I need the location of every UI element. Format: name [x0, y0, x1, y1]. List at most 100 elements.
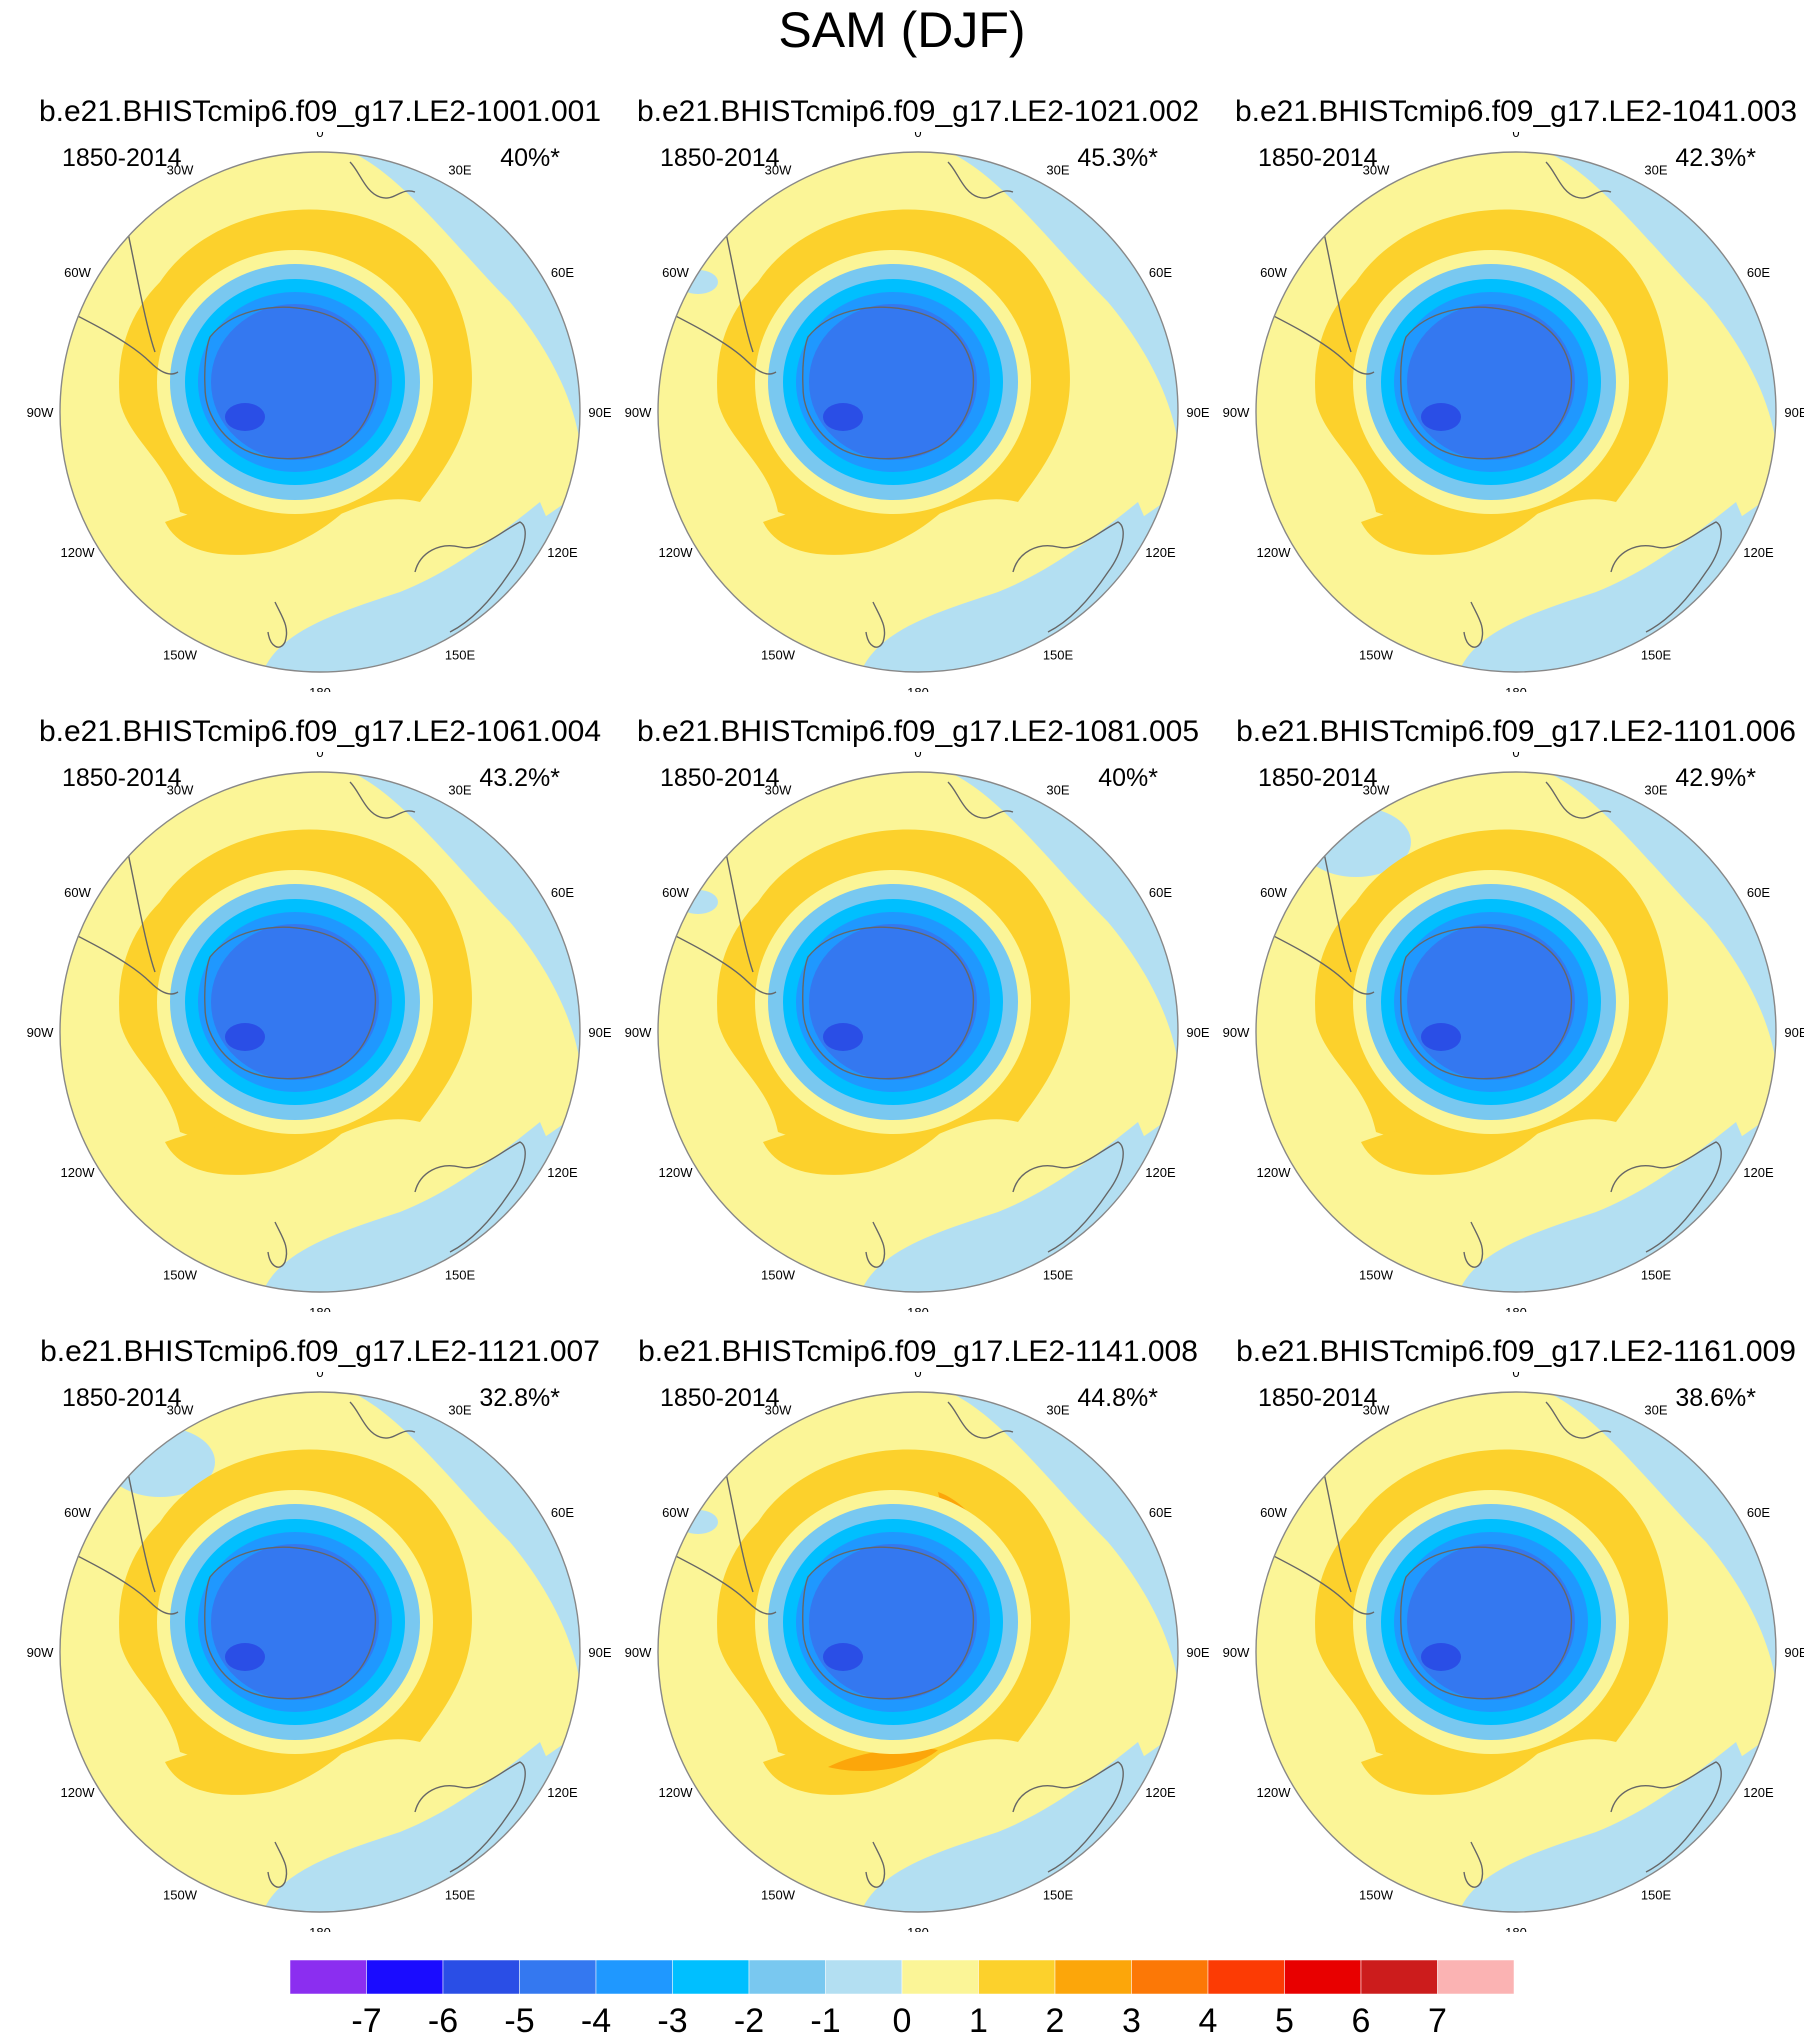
colorbar-label: 7 [1428, 2002, 1447, 2040]
panel-title: b.e21.BHISTcmip6.f09_g17.LE2-1121.007 [40, 1335, 600, 1368]
map-panel: b.e21.BHISTcmip6.f09_g17.LE2-1141.008 18… [618, 1332, 1218, 1932]
lon-tick-label: 180 [1505, 1305, 1527, 1312]
lon-tick-label: 150E [445, 1267, 476, 1282]
panel-variance-explained: 40%* [1098, 764, 1158, 792]
contour-fill [658, 152, 1178, 672]
contour-fill [1256, 1392, 1776, 1912]
lon-tick-label: 90E [1784, 1645, 1804, 1660]
panel-period: 1850-2014 [62, 144, 182, 172]
lon-tick-label: 120E [1145, 545, 1176, 560]
lon-tick-label: 30W [765, 1403, 792, 1418]
colorbar-label: -5 [504, 2002, 534, 2040]
lon-tick-label: 120W [1257, 545, 1292, 560]
colorbar-label: 5 [1275, 2002, 1294, 2040]
colorbar-label: -6 [428, 2002, 458, 2040]
lon-tick-label: 30E [1046, 1403, 1069, 1418]
lon-tick-label: 150E [1641, 1267, 1672, 1282]
polar-stereo-map: 0 30E 60E 90E 120E 150E 180 150W 120W 90W 60W 30W [625, 752, 1210, 1312]
lon-tick-label: 180 [309, 685, 331, 692]
panel-period: 1850-2014 [1258, 144, 1378, 172]
lon-tick-label: 90E [1784, 405, 1804, 420]
colorbar-label: -1 [810, 2002, 840, 2040]
colorbar-label: 4 [1199, 2002, 1218, 2040]
lon-tick-label: 0 [1512, 132, 1519, 140]
colorbar-swatch [672, 1959, 750, 1995]
lon-tick-label: 150E [1641, 1887, 1672, 1902]
colorbar-swatch [595, 1959, 673, 1995]
polar-stereo-map: 0 30E 60E 90E 120E 150E 180 150W 120W 90W 60W 30W [1223, 1372, 1804, 1932]
lon-tick-label: 90E [1186, 405, 1209, 420]
map-boundary [1255, 1391, 1777, 1913]
lon-tick-label: 120W [1257, 1165, 1292, 1180]
lon-tick-label: 120E [547, 545, 578, 560]
map-boundary [1255, 771, 1777, 1293]
colorbar-swatch [825, 1959, 903, 1995]
colorbar-swatch [442, 1959, 520, 1995]
lon-tick-label: 150E [445, 1887, 476, 1902]
colorbar: -7 -6 -5 -4 -3 -2 -1 0 1 2 3 4 5 6 7 [289, 1959, 1515, 2040]
lon-tick-label: 90W [625, 1645, 652, 1660]
lon-tick-label: 60E [551, 1505, 574, 1520]
lon-tick-label: 120W [659, 1785, 694, 1800]
lon-tick-label: 0 [1512, 1372, 1519, 1380]
panel-title: b.e21.BHISTcmip6.f09_g17.LE2-1041.003 [1234, 95, 1798, 128]
lon-tick-label: 30E [1644, 1403, 1667, 1418]
colorbar-swatch [1054, 1959, 1132, 1995]
lon-tick-label: 90W [27, 405, 54, 420]
lon-tick-label: 150W [163, 1887, 198, 1902]
lon-tick-label: 180 [309, 1305, 331, 1312]
panel-variance-explained: 32.8%* [479, 1384, 560, 1412]
panel-variance-explained: 43.2%* [479, 764, 560, 792]
map-boundary [59, 1391, 581, 1913]
lon-tick-label: 150W [163, 647, 198, 662]
lon-tick-label: 120E [1145, 1165, 1176, 1180]
lon-tick-label: 0 [316, 1372, 323, 1380]
lon-tick-label: 60W [1260, 885, 1287, 900]
lon-tick-label: 60E [551, 885, 574, 900]
lon-tick-label: 120E [1743, 1785, 1774, 1800]
colorbar-swatch [519, 1959, 597, 1995]
lon-tick-label: 180 [907, 1925, 929, 1932]
colorbar-swatch [901, 1959, 979, 1995]
lon-tick-label: 150W [1359, 1267, 1394, 1282]
lon-tick-label: 120E [547, 1165, 578, 1180]
lon-tick-label: 120E [1145, 1785, 1176, 1800]
lon-tick-label: 30W [167, 783, 194, 798]
lon-tick-label: 120W [61, 1785, 96, 1800]
panel-title: b.e21.BHISTcmip6.f09_g17.LE2-1021.002 [636, 95, 1200, 128]
colorbar-label: 2 [1046, 2002, 1065, 2040]
panel-period: 1850-2014 [1258, 1384, 1378, 1412]
lon-tick-label: 150W [761, 1887, 796, 1902]
colorbar-label: 1 [969, 2002, 988, 2040]
map-panel: b.e21.BHISTcmip6.f09_g17.LE2-1061.004 18… [20, 712, 620, 1312]
lon-tick-label: 90E [1784, 1025, 1804, 1040]
colorbar-swatch [1131, 1959, 1209, 1995]
lon-tick-label: 0 [914, 752, 921, 760]
lon-tick-label: 30E [448, 1403, 471, 1418]
map-boundary [59, 151, 581, 673]
colorbar-label: -4 [581, 2002, 611, 2040]
polar-stereo-map: 0 30E 60E 90E 120E 150E 180 150W 120W 90W 60W 30W [27, 1372, 612, 1932]
panel-period: 1850-2014 [660, 764, 780, 792]
lon-tick-label: 60W [1260, 1505, 1287, 1520]
lon-tick-label: 30W [167, 163, 194, 178]
lon-tick-label: 120W [61, 1165, 96, 1180]
lon-tick-label: 30E [1644, 163, 1667, 178]
lon-tick-label: 180 [1505, 1925, 1527, 1932]
map-panel: b.e21.BHISTcmip6.f09_g17.LE2-1161.009 18… [1216, 1332, 1804, 1932]
lon-tick-label: 30E [448, 783, 471, 798]
lon-tick-label: 90E [1186, 1645, 1209, 1660]
panel-variance-explained: 44.8%* [1077, 1384, 1158, 1412]
panel-period: 1850-2014 [62, 1384, 182, 1412]
map-panel: b.e21.BHISTcmip6.f09_g17.LE2-1101.006 18… [1216, 712, 1804, 1312]
panel-variance-explained: 45.3%* [1077, 144, 1158, 172]
lon-tick-label: 60E [1149, 885, 1172, 900]
panel-title: b.e21.BHISTcmip6.f09_g17.LE2-1101.006 [1236, 715, 1796, 748]
lon-tick-label: 120E [547, 1785, 578, 1800]
lon-tick-label: 60W [64, 1505, 91, 1520]
lon-tick-label: 0 [914, 132, 921, 140]
polar-stereo-map: 0 30E 60E 90E 120E 150E 180 150W 120W 90W 60W 30W [1223, 752, 1804, 1312]
panel-title: b.e21.BHISTcmip6.f09_g17.LE2-1141.008 [638, 1335, 1198, 1368]
panel-period: 1850-2014 [62, 764, 182, 792]
lon-tick-label: 0 [914, 1372, 921, 1380]
